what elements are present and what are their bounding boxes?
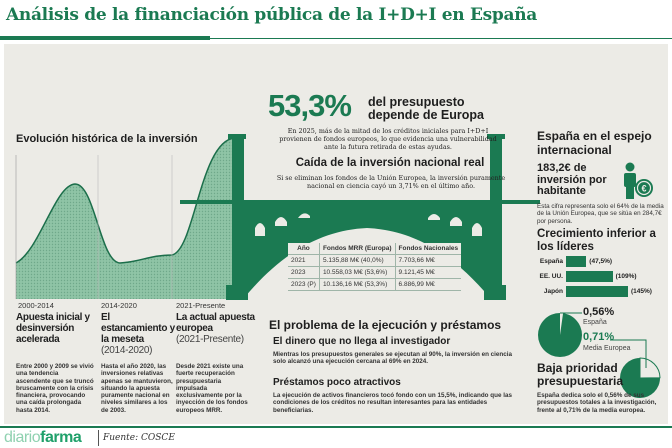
budget-pies xyxy=(538,312,661,398)
funding-table: Año Fondos MRR (Europa) Fondos Nacionale… xyxy=(288,243,462,291)
loans-heading: Préstamos poco atractivos xyxy=(273,377,401,388)
pie-spain-value: 0,56% xyxy=(583,306,615,318)
per-capita-value: 183,2€ de inversión por habitante xyxy=(537,162,607,197)
history-area xyxy=(16,138,235,299)
person-euro-icon: € xyxy=(624,162,653,199)
column-header: Fondos Nacionales xyxy=(394,243,462,255)
table-row: 2023 10.558,03 M€ (53,6%) 9.121,45 M€ xyxy=(288,266,462,279)
infographic-panel xyxy=(4,44,668,424)
pie-eu-label: Media Europea xyxy=(583,345,631,352)
cell: 5.135,88 M€ (40,0%) xyxy=(318,254,396,267)
column-header: Fondos MRR (Europa) xyxy=(318,243,396,255)
pie-eu-slice xyxy=(639,357,661,379)
big-label-line: depende de Europa xyxy=(368,108,484,122)
period-heading-text: El estancamiento y la meseta xyxy=(101,312,175,345)
table-row: 2021 5.135,88 M€ (40,0%) 7.703,66 M€ xyxy=(288,254,462,267)
period-subheading: (2014-2020) xyxy=(101,345,153,356)
cell: 2023 (P) xyxy=(288,278,320,291)
svg-text:€: € xyxy=(641,184,646,194)
priority-heading: Baja prioridad presupuestaria xyxy=(537,361,624,388)
per-capita-text: Esta cifra representa solo el 64% de la … xyxy=(537,203,664,225)
diariofarma-logo: diariofarma xyxy=(4,429,82,447)
growth-bar-label: EE. UU. xyxy=(539,273,563,280)
growth-bar xyxy=(566,271,613,282)
period-heading: La actual apuesta europea (2021-Presente) xyxy=(176,312,258,345)
growth-bar-value: (47,5%) xyxy=(589,258,613,265)
period-body: Hasta el año 2020, las inversiones relat… xyxy=(101,363,173,414)
cell: 7.703,66 M€ xyxy=(394,254,462,267)
table-row: 2023 (P) 10.136,16 M€ (53,3%) 6.886,99 M€ xyxy=(288,278,462,291)
pie-eu-value: 0,71% xyxy=(583,331,615,343)
cell: 2021 xyxy=(288,254,320,267)
growth-bar xyxy=(566,256,587,267)
history-heading: Evolución histórica de la inversión xyxy=(16,133,198,145)
cell: 6.886,99 M€ xyxy=(394,278,462,291)
logo-light: diario xyxy=(4,429,41,446)
big-label-line: del presupuesto xyxy=(368,95,465,109)
cell: 10.136,16 M€ (53,3%) xyxy=(318,278,396,291)
footer-separator xyxy=(98,430,99,446)
cell: 10.558,03 M€ (53,6%) xyxy=(318,266,396,279)
logo-bold: farma xyxy=(40,429,82,446)
leader-line xyxy=(610,339,647,368)
big-percentage-text: En 2025, más de la mitad de los créditos… xyxy=(279,127,497,151)
cell: 9.121,45 M€ xyxy=(394,266,462,279)
priority-text: España dedica solo el 0,56% de sus presu… xyxy=(537,392,657,414)
period-label: 2014-2020 xyxy=(101,301,137,310)
history-line xyxy=(15,137,236,264)
growth-bar-value: (145%) xyxy=(631,288,652,295)
big-percentage: 53,3% xyxy=(268,88,352,123)
drop-text: Si se eliminan los fondos de la Unión Eu… xyxy=(276,174,506,190)
period-body: Entre 2000 y 2009 se vivió una tendencia… xyxy=(16,363,94,414)
period-body: Desde 2021 existe una fuerte recuperació… xyxy=(176,363,248,414)
period-heading-text: La actual apuesta europea xyxy=(176,312,255,334)
execution-heading: El problema de la ejecución y préstamos xyxy=(269,318,502,332)
pie-spain-slice xyxy=(560,313,564,335)
international-heading: España en el espejo internacional xyxy=(537,129,652,157)
money-heading: El dinero que no llega al investigador xyxy=(273,336,451,347)
column-header: Año xyxy=(288,243,320,255)
period-heading: El estancamiento y la meseta (2014-2020) xyxy=(101,312,175,356)
footer-rule xyxy=(0,426,672,428)
period-heading: Apuesta inicial y desinversión acelerada xyxy=(16,312,98,345)
pie-spain-label: España xyxy=(583,319,607,326)
table-header-row: Año Fondos MRR (Europa) Fondos Nacionale… xyxy=(288,243,462,255)
drop-heading: Caída de la inversión nacional real xyxy=(295,157,485,169)
period-subheading: (2021-Presente) xyxy=(176,334,244,345)
period-heading-text: Apuesta inicial y desinversión acelerada xyxy=(16,312,90,345)
big-percentage-label: del presupuesto depende de Europa xyxy=(368,96,484,122)
growth-bar-value: (109%) xyxy=(615,273,637,280)
page-title: Análisis de la financiación pública de l… xyxy=(6,5,537,25)
bridge-illustration xyxy=(180,134,540,300)
period-label: 2021-Presente xyxy=(176,301,226,310)
growth-heading: Crecimiento inferior a los líderes xyxy=(537,228,656,253)
cell: 2023 xyxy=(288,266,320,279)
source-text: Fuente: COSCE xyxy=(103,433,175,443)
money-text: Mientras los presupuestos generales se e… xyxy=(273,351,513,366)
growth-bar-label: Japón xyxy=(543,288,563,295)
loans-text: La ejecución de activos financieros tocó… xyxy=(273,392,512,414)
growth-bar-label: España xyxy=(539,258,563,265)
title-divider xyxy=(0,38,672,39)
period-label: 2000-2014 xyxy=(18,301,54,310)
growth-bar xyxy=(566,286,628,297)
